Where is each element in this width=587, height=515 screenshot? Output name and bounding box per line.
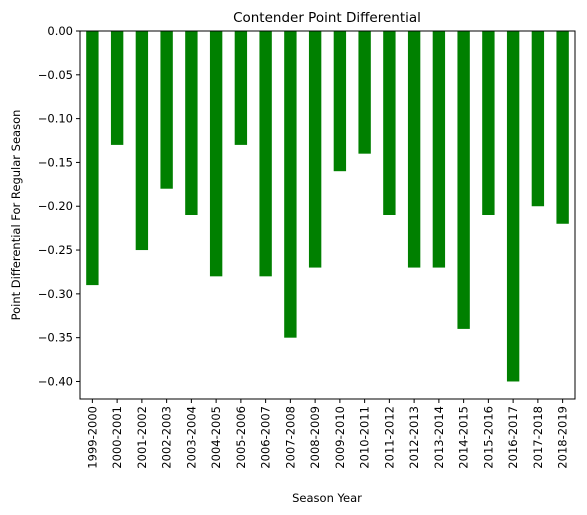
x-tick-label: 2006-2007 <box>259 406 273 469</box>
bar-2012-2013 <box>407 31 421 268</box>
x-tick-label: 2005-2006 <box>234 406 248 469</box>
x-tick-label: 2001-2002 <box>135 406 149 469</box>
bar-2017-2018 <box>531 31 545 207</box>
y-tick-label: −0.20 <box>38 199 73 213</box>
bar-2006-2007 <box>259 31 272 277</box>
x-tick-label: 2007-2008 <box>283 406 297 469</box>
bar-2005-2006 <box>234 31 248 145</box>
x-tick-label: 2018-2019 <box>556 406 570 469</box>
bar-2016-2017 <box>506 31 520 382</box>
bar-1999-2000 <box>86 31 99 286</box>
y-axis: 0.00 −0.05 −0.10 −0.15 −0.20 −0.25 −0.30 −0.35 −… <box>38 24 80 388</box>
x-tick-label: 2016-2017 <box>506 406 520 469</box>
x-tick-label: 2012-2013 <box>407 406 421 469</box>
x-axis-label: Season Year <box>292 491 362 505</box>
y-tick-label: −0.15 <box>38 155 73 169</box>
bar-2011-2012 <box>383 31 396 215</box>
x-tick-label: 2013-2014 <box>432 406 446 469</box>
x-tick-label: 2004-2005 <box>209 406 223 469</box>
x-tick-label: 1999-2000 <box>85 406 99 469</box>
bar-2013-2014 <box>432 31 446 268</box>
x-tick-label: 2008-2009 <box>308 406 322 469</box>
bar-2014-2015 <box>457 31 470 329</box>
bar-2015-2016 <box>482 31 495 215</box>
y-tick-label: 0.00 <box>47 24 73 38</box>
bar-2003-2004 <box>185 31 198 215</box>
y-tick-label: −0.05 <box>38 68 73 82</box>
bar-2001-2002 <box>135 31 149 251</box>
plot-frame <box>79 30 576 400</box>
y-tick-label: −0.25 <box>38 243 73 257</box>
bar-2002-2003 <box>160 31 173 189</box>
x-tick-label: 2017-2018 <box>531 406 545 469</box>
bar-2000-2001 <box>110 31 124 145</box>
x-tick-label: 2014-2015 <box>457 406 471 469</box>
bar-2008-2009 <box>308 31 322 268</box>
y-tick-label: −0.30 <box>38 287 73 301</box>
bar-2010-2011 <box>358 31 371 154</box>
chart-title: Contender Point Differential <box>233 10 421 26</box>
x-tick-label: 2009-2010 <box>333 406 347 469</box>
bar-2018-2019 <box>556 31 569 224</box>
x-tick-label: 2002-2003 <box>160 406 174 469</box>
x-tick-label: 2011-2012 <box>382 406 396 469</box>
x-axis: 1999-2000 2000-2001 2001-2002 2002-2003 2003… <box>85 399 570 469</box>
y-tick-label: −0.35 <box>38 331 73 345</box>
x-tick-label: 2003-2004 <box>184 406 198 469</box>
bar-2004-2005 <box>209 31 223 277</box>
bar-2009-2010 <box>333 31 347 172</box>
y-tick-label: −0.40 <box>38 374 73 388</box>
y-axis-label: Point Differential For Regular Season <box>9 110 23 321</box>
y-tick-label: −0.10 <box>38 112 73 126</box>
x-tick-label: 2015-2016 <box>481 406 495 469</box>
bars-group <box>86 31 569 382</box>
x-tick-label: 2000-2001 <box>110 406 124 469</box>
x-tick-label: 2010-2011 <box>358 406 372 469</box>
bar-2007-2008 <box>284 31 297 338</box>
